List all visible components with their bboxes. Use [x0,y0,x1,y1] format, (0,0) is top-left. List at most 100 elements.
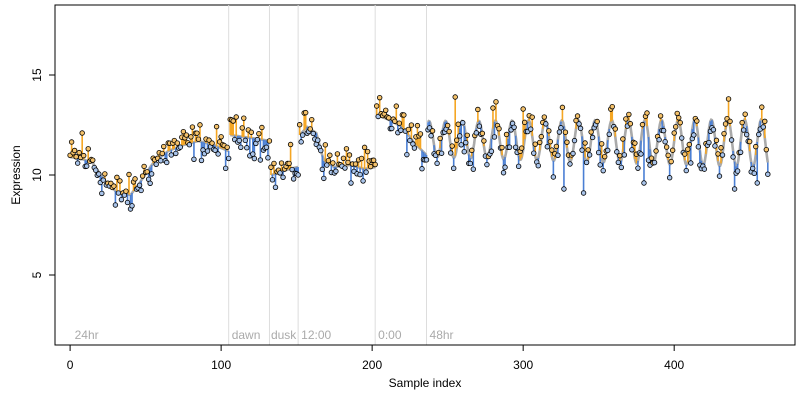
data-point [564,139,570,145]
data-point [389,125,395,132]
data-point [174,140,181,146]
data-point [567,161,573,167]
data-point [168,152,174,158]
data-point [84,163,90,169]
data-point [715,151,721,157]
data-point [558,125,564,131]
data-point [571,137,578,144]
section-label: 24hr [75,328,99,342]
data-point [80,152,87,159]
data-point [225,155,232,162]
data-point [663,144,670,150]
data-point [398,127,404,133]
data-point [334,151,341,157]
data-point [503,131,510,138]
section-label: dawn [232,328,261,342]
data-point [676,115,682,121]
data-point [632,140,638,146]
data-point [621,152,628,158]
data-point [496,125,502,132]
data-point [651,159,658,166]
data-point [606,131,612,138]
plot-border [54,4,796,346]
data-point [473,130,480,136]
data-point [256,130,262,137]
data-point [753,143,759,150]
data-point [360,178,366,184]
data-point [111,183,117,189]
data-point [144,169,150,175]
data-point [541,114,548,120]
data-point [694,118,700,124]
data-point [194,130,200,136]
y-tick-label: 5 [30,271,44,278]
data-point [626,111,632,118]
data-point [518,145,525,151]
data-point [460,120,466,126]
data-point [535,163,541,169]
data-point [458,142,464,148]
data-point [204,148,211,154]
data-point [765,171,771,177]
data-point [404,151,410,158]
data-point [475,106,481,113]
data-point [298,139,304,145]
data-point [195,136,202,142]
data-point [408,122,415,128]
data-point [386,115,392,121]
section-label: 12:00 [301,328,331,342]
data-point [405,126,412,133]
data-point [322,142,329,148]
data-point [452,94,458,100]
data-point [671,130,677,136]
data-point [706,139,712,146]
data-point [257,157,264,163]
data-point [577,125,584,132]
data-point [762,118,768,125]
data-point [302,109,309,116]
data-point [212,147,218,153]
data-point [250,151,256,157]
data-point [393,103,400,109]
data-point [648,155,655,161]
data-point [266,138,273,144]
data-point [746,138,753,145]
data-point [295,172,301,178]
data-point [718,145,724,151]
data-point [543,121,549,127]
data-point [73,154,79,160]
data-point [244,145,250,151]
data-point [236,137,242,144]
data-point [233,114,239,120]
data-point [559,104,566,111]
data-point [754,180,760,186]
data-point [750,165,756,172]
data-point [136,182,143,188]
data-point [597,162,603,168]
y-tick-label: 10 [30,168,44,182]
data-point [731,186,738,192]
data-point [318,147,324,154]
data-point [342,165,348,171]
section-label: 48hr [430,328,454,342]
data-point [238,144,244,151]
data-point [727,118,733,125]
data-point [547,138,554,145]
data-point [728,137,735,143]
data-point [491,134,498,140]
data-point [191,156,197,163]
trend-segment [426,117,770,169]
x-tick-label: 100 [211,358,231,372]
data-point [635,165,641,171]
data-point [688,160,694,166]
data-point [357,171,363,178]
data-point [531,150,537,156]
data-point [734,168,741,174]
data-point [71,147,78,154]
data-point [701,166,708,172]
data-point [189,124,196,130]
data-point [662,139,668,145]
data-point [278,160,285,166]
data-point [280,174,286,181]
